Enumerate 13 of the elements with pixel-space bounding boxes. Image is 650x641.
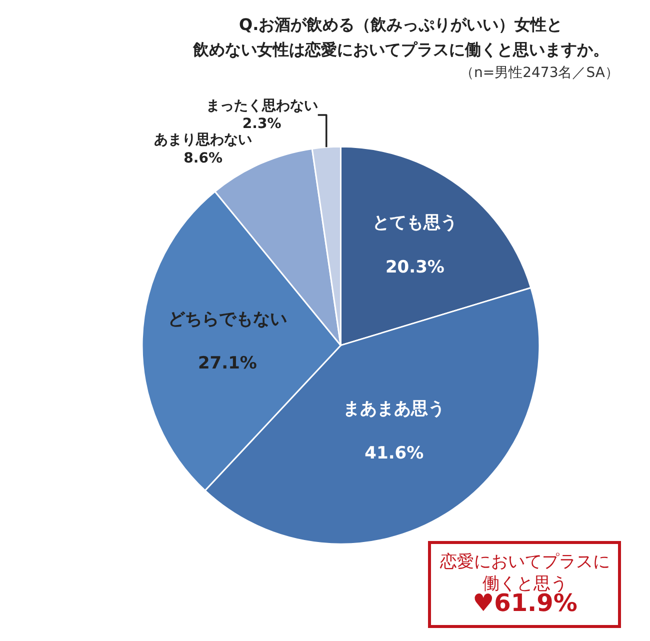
slice-label: まったく思わない: [206, 98, 318, 114]
slice-label: あまり思わない: [154, 132, 252, 148]
slice-label: どちらでもない: [168, 309, 287, 330]
data-label: 20.3%: [385, 257, 444, 278]
slice-label: まあまあ思う: [343, 399, 446, 420]
chart-title: Q.お酒が飲める（飲みっぷりがいい）女性と: [239, 15, 563, 34]
data-label: 27.1%: [198, 354, 257, 374]
text: （n=男性2473名／SA）: [460, 65, 619, 81]
chart-subtitle: 飲めない女性は恋愛においてプラスに働くと思いますか。: [192, 40, 609, 59]
slice-label: とても思う: [372, 213, 458, 234]
data-label: 2.3%: [242, 116, 282, 132]
data-label: 41.6%: [364, 443, 424, 464]
data-label: 8.6%: [184, 150, 222, 166]
